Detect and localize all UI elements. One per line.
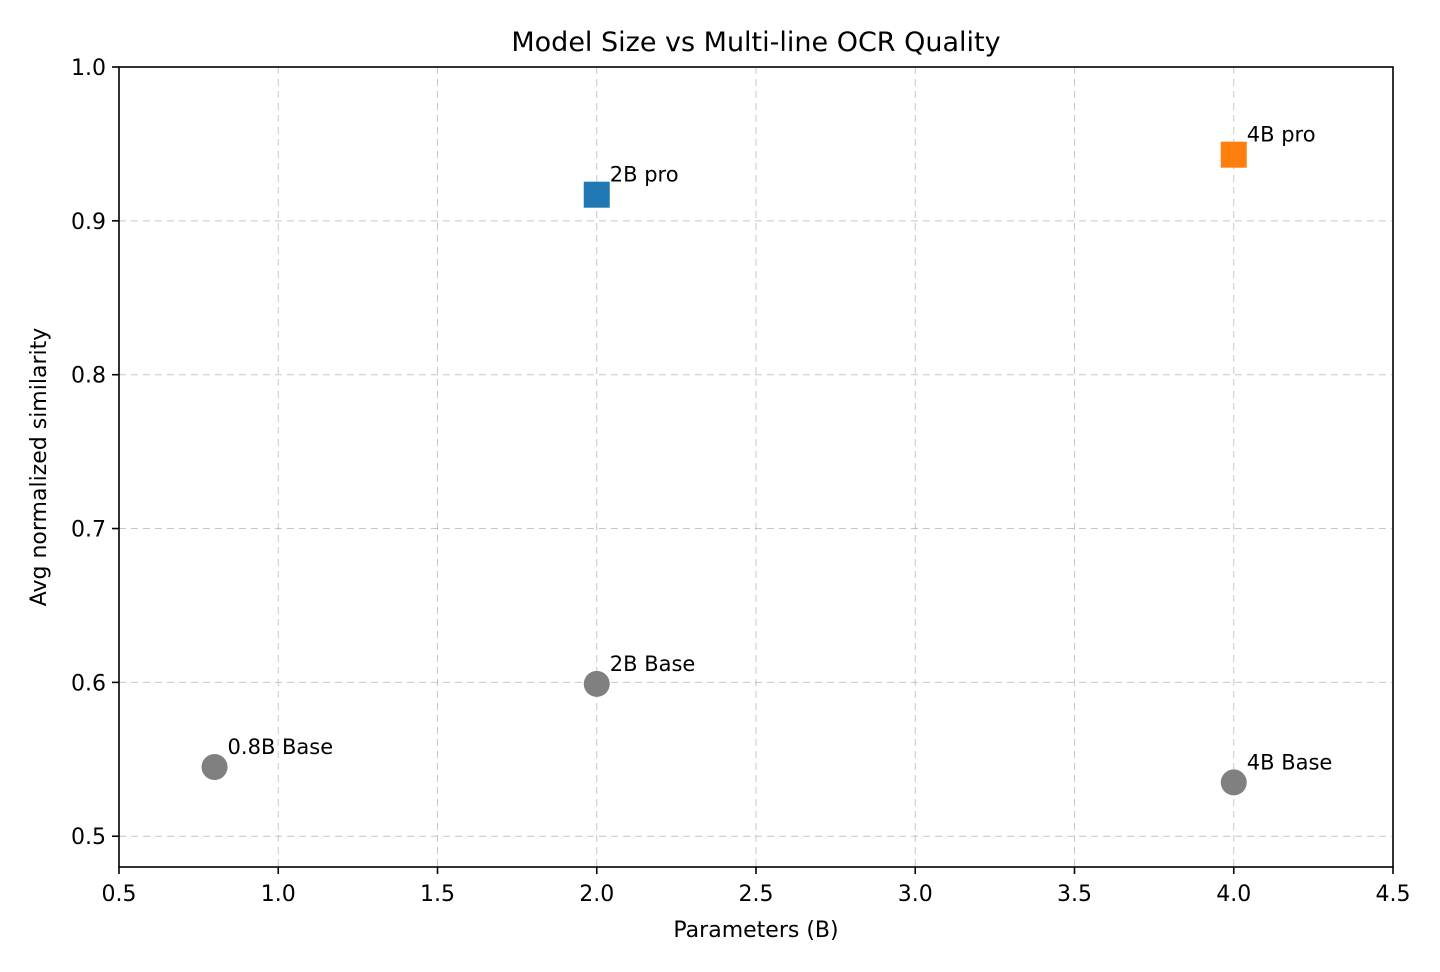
axis-ticks: 0.5 1.0 1.5 2.0 2.5 3.0 3.5 4.0 4.5 0.5 0.6 0.7 0.8 0… bbox=[71, 56, 1411, 907]
point-label: 2B Base bbox=[610, 652, 696, 676]
point-label: 0.8B Base bbox=[228, 735, 334, 759]
y-tick-label: 1.0 bbox=[71, 56, 106, 81]
data-points: 0.8B Base 2B Base 4B Base 2B pro 4B pro bbox=[201, 123, 1333, 796]
point-marker-circle bbox=[201, 754, 228, 780]
point-label: 2B pro bbox=[610, 163, 679, 187]
y-tick-label: 0.7 bbox=[71, 518, 106, 543]
y-tick-label: 0.6 bbox=[71, 671, 106, 696]
y-tick-label: 0.5 bbox=[71, 825, 106, 850]
point-marker-square bbox=[1220, 141, 1247, 168]
point-marker-circle bbox=[1220, 769, 1247, 796]
y-tick-label: 0.9 bbox=[71, 210, 106, 235]
point-marker-square bbox=[583, 181, 610, 208]
x-tick-label: 3.0 bbox=[898, 882, 933, 907]
y-axis-label: Avg normalized similarity bbox=[27, 328, 52, 607]
point-label: 4B Base bbox=[1247, 750, 1333, 774]
x-axis-label: Parameters (B) bbox=[673, 918, 838, 943]
x-tick-label: 0.5 bbox=[102, 882, 137, 907]
x-tick-label: 3.5 bbox=[1057, 882, 1092, 907]
x-tick-label: 2.0 bbox=[579, 882, 614, 907]
x-tick-label: 2.5 bbox=[739, 882, 774, 907]
point-marker-circle bbox=[583, 670, 610, 697]
y-tick-label: 0.8 bbox=[71, 364, 106, 389]
x-tick-label: 4.5 bbox=[1376, 882, 1411, 907]
chart-title: Model Size vs Multi-line OCR Quality bbox=[511, 27, 1000, 58]
x-tick-label: 1.0 bbox=[261, 882, 296, 907]
x-tick-label: 4.0 bbox=[1216, 882, 1251, 907]
x-tick-label: 1.5 bbox=[420, 882, 455, 907]
point-label: 4B pro bbox=[1247, 123, 1316, 147]
